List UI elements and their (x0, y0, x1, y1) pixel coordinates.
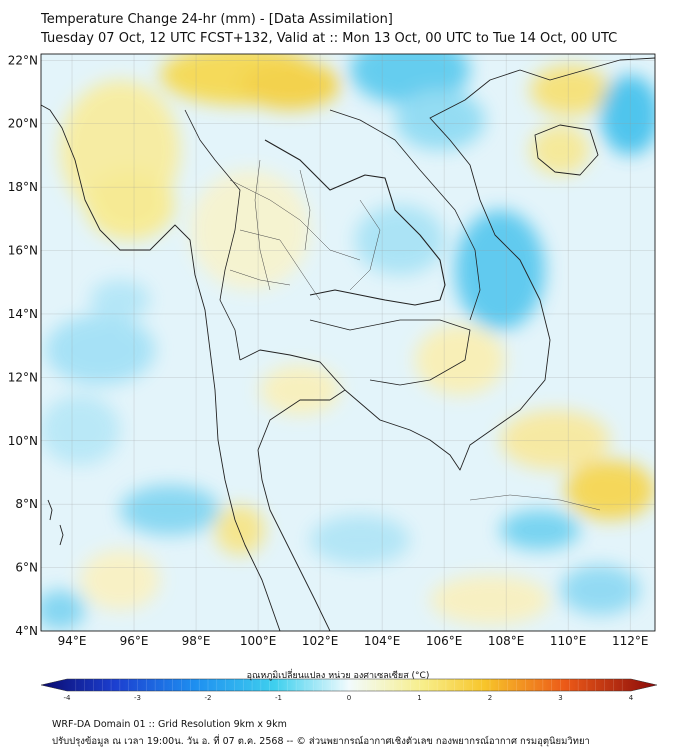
colorbar-tick-label: 2 (488, 694, 492, 700)
colorbar-tick-label: 1 (417, 694, 421, 700)
latitude-tick-label: 4°N (15, 624, 38, 638)
colorbar-tick-label: 0 (347, 694, 351, 700)
colorbar-tick-label: 4 (629, 694, 634, 700)
longitude-labels: 94°E 96°E 98°E 100°E 102°E 104°E 106°E 108°E 110… (58, 634, 649, 648)
colorbar: -4 -3 -2 -1 0 1 2 3 4 (40, 678, 658, 700)
colorbar-label: อุณหภูมิเปลี่ยนแปลง หน่วย องศาเซลเซียส (… (246, 671, 430, 681)
temperature-change-map: 22°N 20°N 18°N 16°N 14°N 12°N 10°N 8°N 6°N 4°N 94… (8, 53, 658, 700)
longitude-tick-label: 98°E (182, 634, 211, 648)
colorbar-tick-label: -3 (134, 694, 141, 700)
chart-title: Temperature Change 24-hr (mm) - [Data As… (41, 12, 393, 27)
longitude-tick-label: 96°E (120, 634, 149, 648)
plot-frame (40, 53, 656, 632)
temperature-field (41, 54, 655, 631)
latitude-tick-label: 6°N (15, 561, 38, 575)
latitude-tick-label: 8°N (15, 497, 38, 511)
longitude-tick-label: 104°E (364, 634, 401, 648)
latitude-tick-label: 14°N (8, 307, 38, 321)
latitude-tick-label: 12°N (8, 370, 38, 384)
longitude-tick-label: 100°E (240, 634, 277, 648)
longitude-tick-label: 108°E (488, 634, 525, 648)
latitude-tick-label: 10°N (8, 434, 38, 448)
coastlines-borders (41, 57, 655, 631)
latitude-tick-label: 18°N (8, 180, 38, 194)
footer-credits: ปรับปรุงข้อมูล ณ เวลา 19:00น. วัน อ. ที่… (52, 736, 590, 747)
latitude-labels: 22°N 20°N 18°N 16°N 14°N 12°N 10°N 8°N 6°N 4°N (8, 53, 38, 638)
longitude-tick-label: 94°E (58, 634, 87, 648)
chart-subtitle: Tuesday 07 Oct, 12 UTC FCST+132, Valid a… (41, 31, 618, 46)
grid-lines (41, 54, 655, 631)
longitude-tick-label: 110°E (550, 634, 587, 648)
longitude-tick-label: 112°E (612, 634, 649, 648)
latitude-tick-label: 22°N (8, 53, 38, 67)
latitude-tick-label: 16°N (8, 244, 38, 258)
longitude-tick-label: 102°E (302, 634, 339, 648)
colorbar-tick-label: 3 (558, 694, 562, 700)
colorbar-tick-label: -4 (64, 694, 72, 700)
latitude-tick-label: 20°N (8, 117, 38, 131)
longitude-tick-label: 106°E (426, 634, 463, 648)
colorbar-tick-label: -1 (275, 694, 282, 700)
colorbar-tick-label: -2 (205, 694, 212, 700)
footer-model-info: WRF-DA Domain 01 :: Grid Resolution 9km … (52, 719, 287, 730)
